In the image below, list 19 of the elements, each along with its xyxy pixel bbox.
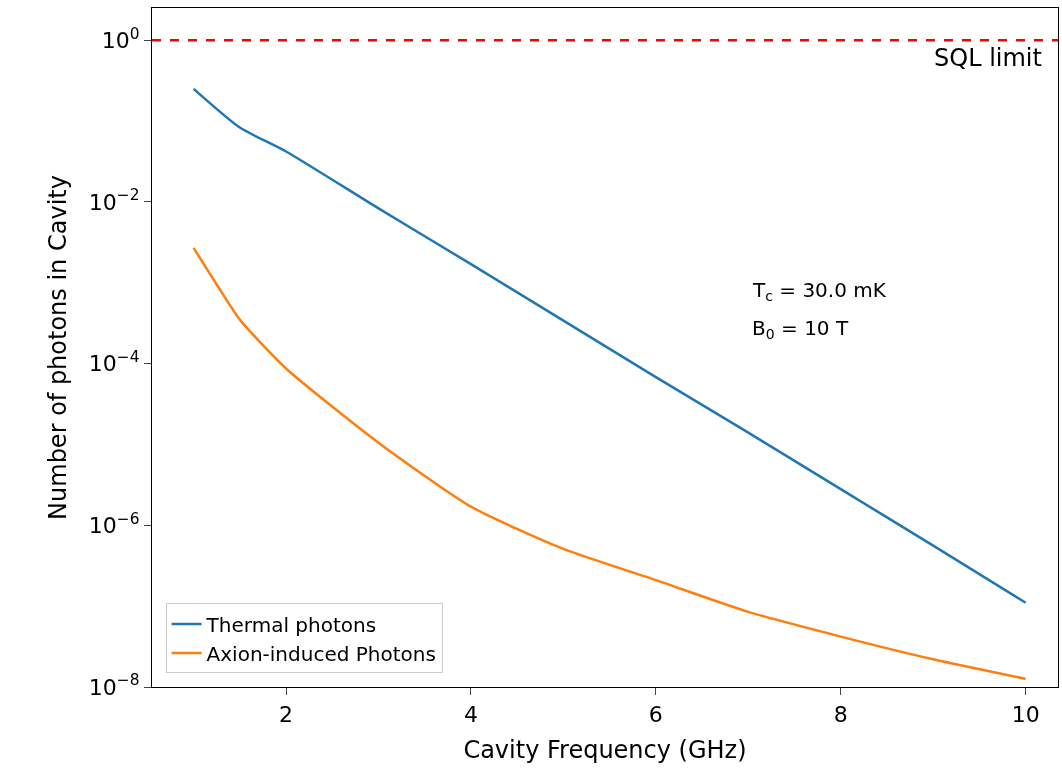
y-tick-label: 10$^{−4}$	[88, 348, 140, 377]
legend-label: Thermal photons	[205, 612, 377, 637]
x-tick-label: 8	[833, 701, 848, 727]
x-tick-label: 6	[648, 701, 663, 727]
y-tick-label: 10$^{−2}$	[88, 186, 140, 215]
y-tick-label: 10$^{−8}$	[88, 671, 140, 700]
ref-line-label: SQL limit	[934, 44, 1042, 72]
y-tick-label: 10$^{0}$	[101, 24, 140, 53]
x-axis-title: Cavity Frequency (GHz)	[463, 735, 747, 764]
x-tick-label: 10	[1011, 701, 1040, 727]
y-tick-label: 10$^{−6}$	[88, 509, 140, 538]
line-series	[192, 87, 1027, 605]
legend-label: Axion-induced Photons	[206, 641, 436, 666]
x-tick-label: 2	[279, 701, 294, 727]
annotation: T$_{c}$ = 30.0 mK	[752, 278, 887, 305]
line-series	[192, 246, 1027, 681]
annotation: B$_{0}$ = 10 T	[752, 316, 849, 343]
y-axis-title: Number of photons in Cavity	[43, 175, 72, 520]
x-tick-label: 4	[463, 701, 478, 727]
